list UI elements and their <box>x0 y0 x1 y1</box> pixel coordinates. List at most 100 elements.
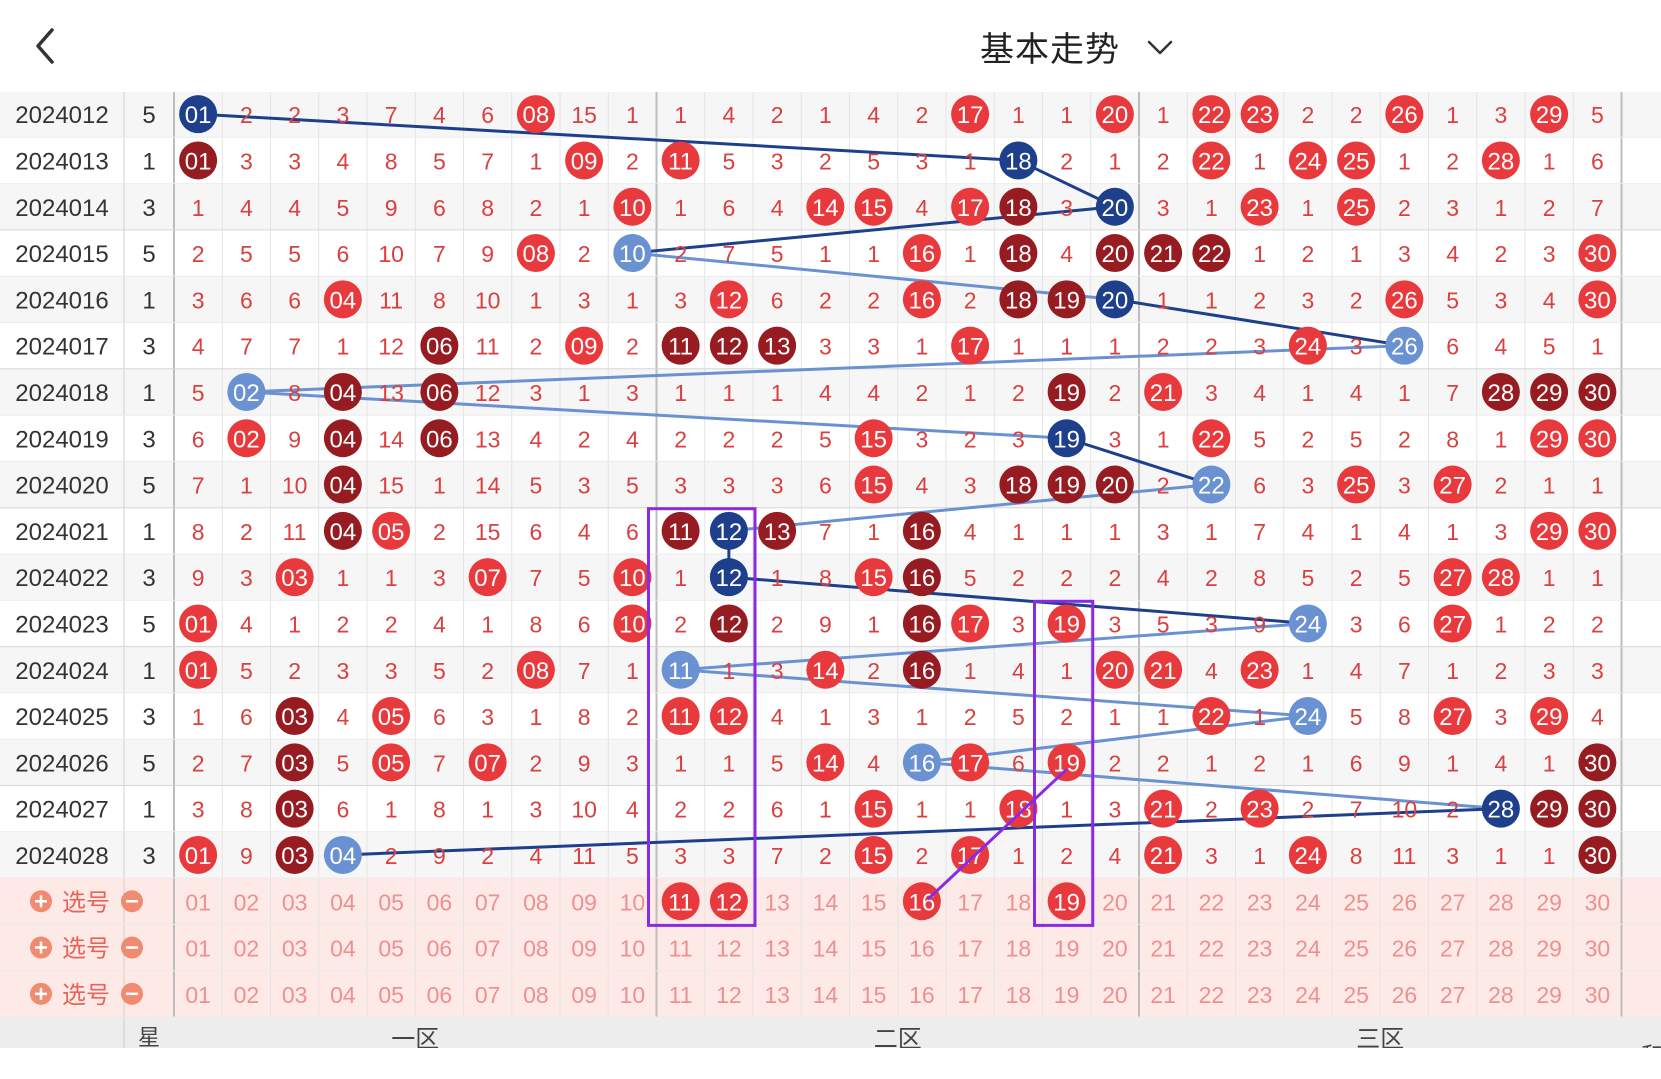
pick-number[interactable]: 29 <box>1536 889 1562 915</box>
pick-number[interactable]: 02 <box>234 936 260 962</box>
pick-number[interactable]: 14 <box>813 936 839 962</box>
pick-number[interactable]: 23 <box>1247 936 1273 962</box>
select-label[interactable]: 选号 <box>62 889 110 916</box>
pick-number[interactable]: 18 <box>1006 889 1032 915</box>
pick-number[interactable]: 19 <box>1054 982 1080 1008</box>
pick-number[interactable]: 08 <box>523 982 549 1008</box>
pick-number[interactable]: 02 <box>234 889 260 915</box>
pick-number[interactable]: 01 <box>185 889 211 915</box>
pick-number[interactable]: 06 <box>427 936 453 962</box>
pick-number[interactable]: 30 <box>1585 889 1611 915</box>
plus-icon[interactable] <box>30 936 52 959</box>
chevron-down-icon[interactable] <box>1145 36 1175 58</box>
pick-number[interactable]: 04 <box>330 889 356 915</box>
pick-number[interactable]: 03 <box>282 982 308 1008</box>
picked-ball[interactable] <box>709 882 748 921</box>
pick-number[interactable]: 24 <box>1295 982 1321 1008</box>
pick-number[interactable]: 21 <box>1150 889 1176 915</box>
pick-number[interactable]: 26 <box>1392 936 1418 962</box>
pick-number[interactable]: 22 <box>1199 889 1225 915</box>
picked-ball-number[interactable]: 12 <box>716 889 743 916</box>
pick-number[interactable]: 12 <box>716 936 742 962</box>
pick-number[interactable]: 10 <box>620 982 646 1008</box>
plus-icon-glyph[interactable] <box>35 987 47 1000</box>
pick-number[interactable]: 29 <box>1536 936 1562 962</box>
pick-number[interactable]: 28 <box>1488 936 1514 962</box>
pick-number[interactable]: 01 <box>185 982 211 1008</box>
pick-number[interactable]: 14 <box>813 982 839 1008</box>
pick-number[interactable]: 13 <box>764 936 790 962</box>
pick-number[interactable]: 09 <box>571 982 597 1008</box>
pick-number[interactable]: 02 <box>234 982 260 1008</box>
pick-number[interactable]: 14 <box>813 889 839 915</box>
picked-ball[interactable] <box>661 882 700 921</box>
pick-number[interactable]: 08 <box>523 936 549 962</box>
pick-number[interactable]: 07 <box>475 936 501 962</box>
pick-number[interactable]: 22 <box>1199 936 1225 962</box>
pick-number[interactable]: 22 <box>1199 982 1225 1008</box>
pick-number[interactable]: 15 <box>861 936 887 962</box>
pick-number[interactable]: 29 <box>1536 982 1562 1008</box>
pick-number[interactable]: 24 <box>1295 889 1321 915</box>
picked-ball-number[interactable]: 16 <box>909 889 936 916</box>
pick-number[interactable]: 20 <box>1102 889 1128 915</box>
plus-icon[interactable] <box>30 890 52 913</box>
pick-number[interactable]: 13 <box>764 982 790 1008</box>
pick-number[interactable]: 01 <box>185 936 211 962</box>
pick-number[interactable]: 20 <box>1102 936 1128 962</box>
pick-number[interactable]: 24 <box>1295 936 1321 962</box>
pick-number[interactable]: 11 <box>669 936 693 962</box>
pick-number[interactable]: 27 <box>1440 936 1466 962</box>
pick-number[interactable]: 16 <box>909 982 935 1008</box>
minus-icon[interactable] <box>121 936 143 959</box>
pick-number[interactable]: 27 <box>1440 889 1466 915</box>
page-title[interactable]: 基本走势 <box>980 31 1120 69</box>
pick-number[interactable]: 12 <box>716 982 742 1008</box>
pick-number[interactable]: 03 <box>282 936 308 962</box>
select-label[interactable]: 选号 <box>62 936 110 963</box>
pick-number[interactable]: 07 <box>475 982 501 1008</box>
pick-number[interactable]: 17 <box>957 889 983 915</box>
pick-number[interactable]: 15 <box>861 982 887 1008</box>
pick-number[interactable]: 08 <box>523 889 549 915</box>
pick-number[interactable]: 17 <box>957 936 983 962</box>
pick-number[interactable]: 17 <box>957 982 983 1008</box>
minus-icon[interactable] <box>121 982 143 1005</box>
plus-icon-glyph[interactable] <box>35 895 47 908</box>
select-label[interactable]: 选号 <box>62 982 110 1009</box>
pick-number[interactable]: 10 <box>620 889 646 915</box>
picked-ball[interactable] <box>1047 882 1086 921</box>
pick-number[interactable]: 04 <box>330 982 356 1008</box>
pick-number[interactable]: 23 <box>1247 982 1273 1008</box>
pick-number[interactable]: 09 <box>571 936 597 962</box>
plus-icon-glyph[interactable] <box>35 941 47 954</box>
pick-number[interactable]: 06 <box>427 982 453 1008</box>
pick-number[interactable]: 13 <box>764 889 790 915</box>
pick-number[interactable]: 28 <box>1488 889 1514 915</box>
picked-ball-number[interactable]: 19 <box>1053 889 1080 916</box>
back-arrow-icon[interactable] <box>28 24 62 68</box>
pick-number[interactable]: 30 <box>1585 936 1611 962</box>
pick-number[interactable]: 18 <box>1006 982 1032 1008</box>
pick-number[interactable]: 21 <box>1150 936 1176 962</box>
pick-number[interactable]: 21 <box>1150 982 1176 1008</box>
pick-number[interactable]: 30 <box>1585 982 1611 1008</box>
pick-number[interactable]: 06 <box>427 889 453 915</box>
picked-ball-number[interactable]: 11 <box>668 889 693 916</box>
pick-number[interactable]: 03 <box>282 889 308 915</box>
pick-number[interactable]: 05 <box>378 982 404 1008</box>
plus-icon[interactable] <box>30 982 52 1005</box>
pick-number[interactable]: 05 <box>378 936 404 962</box>
pick-number[interactable]: 10 <box>620 936 646 962</box>
pick-number[interactable]: 26 <box>1392 889 1418 915</box>
minus-icon[interactable] <box>121 890 143 913</box>
pick-number[interactable]: 27 <box>1440 982 1466 1008</box>
pick-number[interactable]: 25 <box>1343 889 1369 915</box>
pick-number[interactable]: 25 <box>1343 936 1369 962</box>
picked-ball[interactable] <box>902 882 941 921</box>
pick-number[interactable]: 11 <box>669 982 693 1008</box>
pick-number[interactable]: 09 <box>571 889 597 915</box>
pick-number[interactable]: 16 <box>909 936 935 962</box>
pick-number[interactable]: 07 <box>475 889 501 915</box>
pick-number[interactable]: 20 <box>1102 982 1128 1008</box>
